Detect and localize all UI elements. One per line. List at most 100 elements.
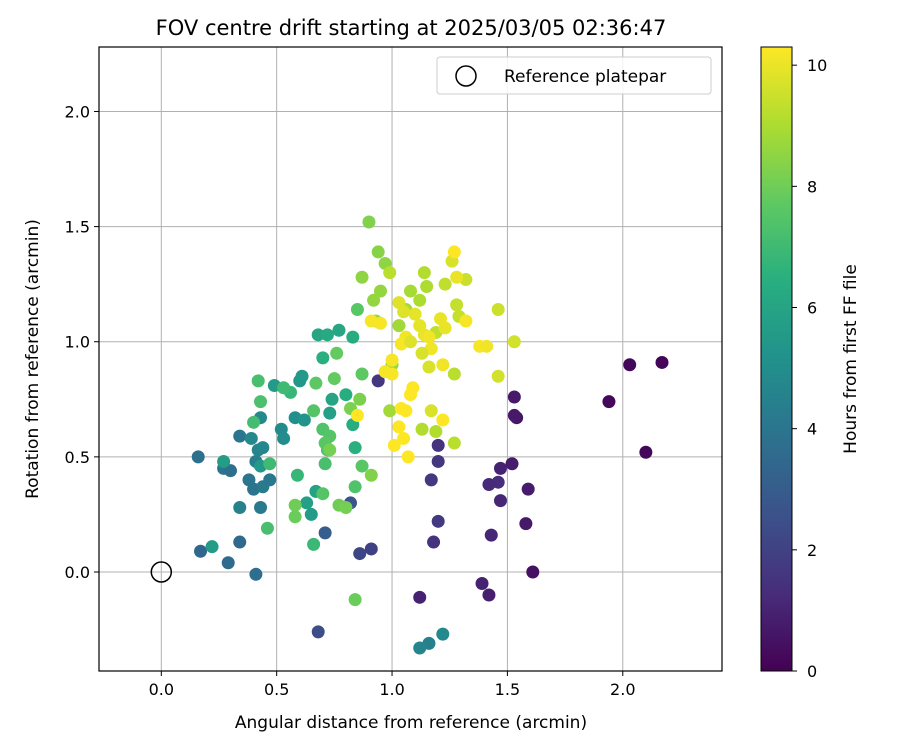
scatter-point — [413, 590, 427, 604]
scatter-point — [362, 215, 376, 229]
colorbar-label: Hours from first FF file — [841, 264, 861, 454]
scatter-point — [311, 625, 325, 639]
x-tick-label: 0.5 — [264, 680, 289, 699]
scatter-point — [350, 408, 364, 422]
scatter-point — [244, 431, 258, 445]
scatter-point — [330, 346, 344, 360]
scatter-point — [254, 501, 268, 515]
scatter-point — [316, 351, 330, 365]
scatter-point — [364, 468, 378, 482]
colorbar-tick-label: 6 — [807, 299, 817, 318]
scatter-point — [505, 457, 519, 471]
colorbar-tick-label: 10 — [807, 56, 827, 75]
scatter-point — [320, 328, 334, 342]
scatter-point — [392, 420, 406, 434]
scatter-point — [422, 360, 436, 374]
scatter-point — [397, 431, 411, 445]
scatter-point — [367, 293, 381, 307]
scatter-point — [436, 627, 450, 641]
scatter-point — [353, 392, 367, 406]
scatter-point — [385, 367, 399, 381]
scatter-point — [450, 270, 464, 284]
scatter-point — [438, 277, 452, 291]
scatter-point — [491, 302, 505, 316]
scatter-point — [353, 547, 367, 561]
scatter-point — [355, 270, 369, 284]
scatter-point — [249, 567, 263, 581]
scatter-point — [404, 284, 417, 298]
colorbar-tick-label: 2 — [807, 541, 817, 560]
scatter-point — [224, 464, 238, 478]
scatter-point — [484, 528, 498, 542]
scatter-point — [387, 438, 401, 452]
scatter-point — [447, 245, 461, 259]
scatter-point — [339, 388, 353, 402]
scatter-point — [480, 339, 494, 353]
scatter-point — [339, 501, 353, 515]
scatter-point — [404, 335, 417, 349]
scatter-point — [325, 392, 339, 406]
scatter-point — [424, 473, 438, 487]
scatter-point — [309, 376, 323, 390]
scatter-point — [323, 443, 337, 457]
scatter-point — [348, 593, 362, 607]
scatter-point — [399, 404, 413, 418]
scatter-point — [385, 353, 399, 367]
legend-marker-circle — [455, 65, 477, 87]
colorbar-tick-label: 0 — [807, 662, 817, 681]
scatter-point — [260, 521, 274, 535]
scatter-point — [436, 413, 450, 427]
x-tick-label: 2.0 — [610, 680, 635, 699]
scatter-point — [493, 461, 507, 475]
scatter-point — [194, 544, 208, 558]
scatter-point — [422, 330, 436, 344]
scatter-point — [297, 413, 311, 427]
scatter-point — [602, 395, 616, 409]
scatter-point — [413, 293, 427, 307]
scatter-point — [401, 450, 415, 464]
y-tick-label: 0.0 — [65, 563, 90, 582]
scatter-point — [623, 358, 637, 372]
scatter-point — [413, 641, 427, 655]
scatter-point — [233, 429, 247, 443]
colorbar-tick-label: 8 — [807, 177, 817, 196]
x-tick-label: 0.0 — [149, 680, 174, 699]
scatter-point — [427, 535, 441, 549]
scatter-point — [374, 284, 388, 298]
scatter-point — [383, 404, 397, 418]
scatter-point — [191, 450, 205, 464]
scatter-point — [519, 517, 533, 531]
scatter-point — [355, 367, 369, 381]
scatter-point — [233, 501, 247, 515]
colorbar: 0 2 4 6 8 10 Hours from first FF file — [760, 46, 861, 681]
scatter-point — [374, 316, 388, 330]
scatter-point — [482, 588, 496, 602]
scatter-point — [475, 577, 489, 591]
legend: Reference platepar — [436, 56, 712, 95]
x-axis-label: Angular distance from reference (arcmin) — [235, 713, 587, 733]
scatter-point — [311, 328, 325, 342]
scatter-point — [350, 302, 364, 316]
scatter-point — [254, 395, 268, 409]
scatter-point — [307, 537, 321, 551]
scatter-point — [371, 245, 385, 259]
chart-title: FOV centre drift starting at 2025/03/05 … — [156, 16, 667, 40]
scatter-point — [256, 441, 270, 455]
scatter-point — [491, 369, 505, 383]
y-tick-label: 0.5 — [65, 448, 90, 467]
scatter-point — [436, 358, 450, 372]
scatter-point — [295, 369, 309, 383]
y-axis-label: Rotation from reference (arcmin) — [23, 219, 43, 499]
scatter-point — [447, 436, 461, 450]
scatter-point — [415, 422, 429, 436]
y-tick-label: 1.0 — [65, 333, 90, 352]
scatter-point — [327, 372, 341, 386]
scatter-point — [307, 404, 321, 418]
scatter-point — [507, 408, 521, 422]
scatter-point — [639, 445, 653, 459]
scatter-point — [493, 494, 507, 508]
scatter-point — [397, 305, 411, 319]
scatter-point — [507, 335, 521, 349]
